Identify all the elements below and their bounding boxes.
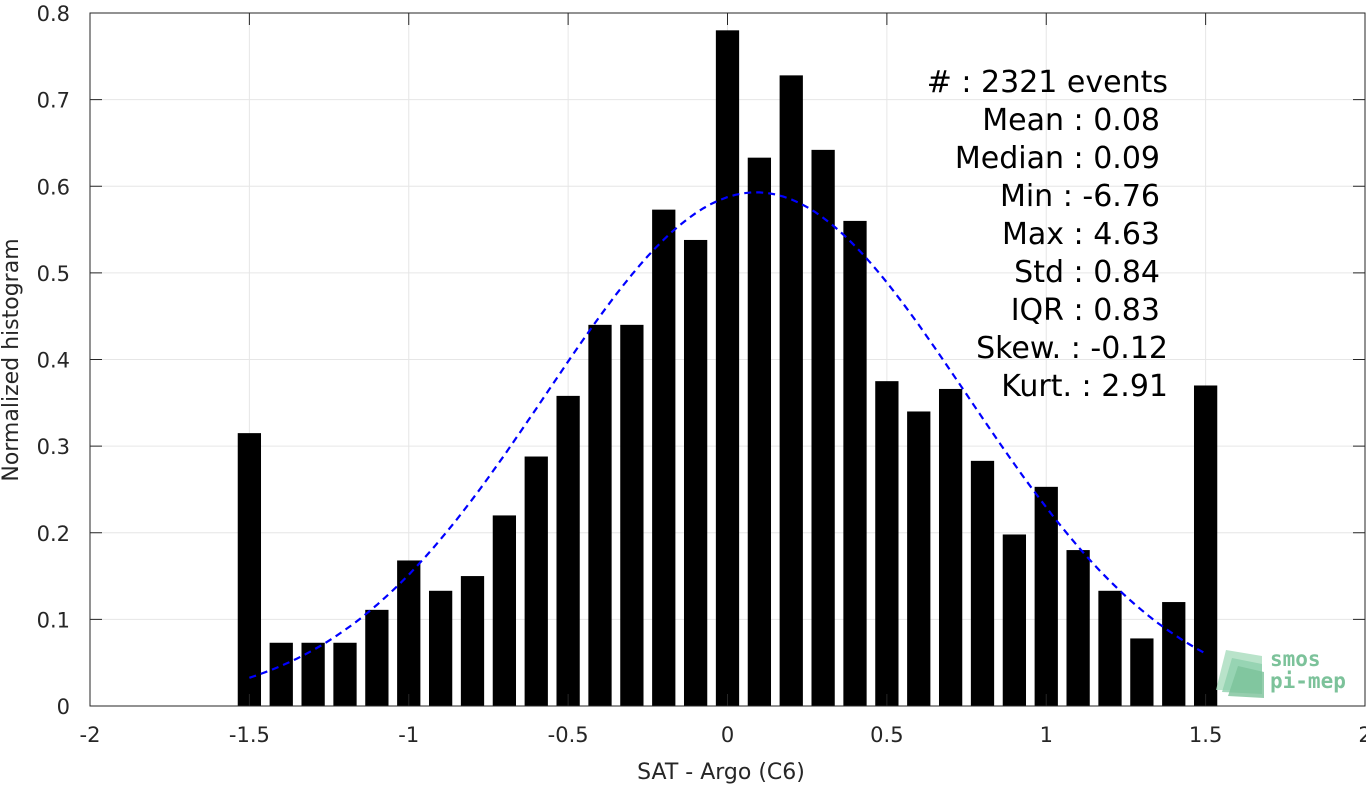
normal-fit-curve (249, 191, 1207, 679)
stat-line: Kurt. : 2.91 (1001, 369, 1168, 404)
logo-waves-icon (1216, 650, 1264, 698)
y-tick-label: 0.8 (37, 2, 70, 26)
histogram-bar (556, 395, 580, 706)
histogram-bar (333, 642, 357, 706)
histogram-bar (269, 642, 293, 706)
y-tick-label: 0.2 (37, 522, 70, 546)
histogram-bar (237, 433, 262, 706)
histogram-bar (811, 149, 835, 706)
x-tick-label: 0 (721, 723, 734, 747)
histogram-bar (1130, 638, 1154, 706)
x-axis-title: SAT - Argo (C6) (637, 760, 805, 785)
histogram-bar (1002, 534, 1027, 706)
x-tick-label: 2 (1358, 723, 1366, 747)
y-tick-label: 0.3 (37, 435, 70, 459)
logo-text-line2: pi-mep (1270, 669, 1346, 693)
y-tick-label: 0.1 (37, 608, 70, 632)
histogram-bar (301, 642, 325, 706)
histogram-bar (1098, 590, 1122, 706)
y-tick-labels: 0 0.1 0.2 0.3 0.4 0.5 0.6 0.7 0.8 (37, 2, 70, 719)
y-tick-label: 0 (57, 695, 70, 719)
stat-line: Max : 4.63 (1002, 217, 1160, 252)
y-tick-label: 0.4 (37, 349, 70, 373)
x-tick-label: 1.5 (1189, 723, 1222, 747)
histogram-bar (1034, 486, 1058, 706)
stat-line: # : 2321 events (927, 65, 1168, 100)
histogram-bar (428, 590, 453, 706)
stat-line: Median : 0.09 (955, 141, 1160, 176)
y-axis-title: Normalized histogram (0, 238, 24, 481)
stat-line: IQR : 0.83 (1011, 293, 1160, 328)
stat-line: Std : 0.84 (1014, 255, 1160, 290)
histogram-bar (938, 388, 963, 706)
x-tick-label: -2 (80, 723, 101, 747)
histogram-bar (715, 30, 740, 706)
histogram-bars (237, 30, 1218, 707)
histogram-bar (1162, 602, 1186, 706)
y-tick-label: 0.5 (37, 262, 70, 286)
x-tick-label: 0.5 (870, 723, 903, 747)
histogram-bar (907, 411, 931, 706)
x-tick-label: -0.5 (548, 723, 589, 747)
histogram-bar (1066, 550, 1090, 706)
axis-ticks (89, 12, 1366, 707)
y-tick-label: 0.7 (37, 89, 70, 113)
x-tick-labels: -2 -1.5 -1 -0.5 0 0.5 1 1.5 2 (80, 723, 1366, 747)
histogram-bar (779, 75, 803, 707)
stat-line: Min : -6.76 (1000, 179, 1160, 214)
stat-line: Skew. : -0.12 (976, 331, 1168, 366)
smos-pi-mep-logo: smos pi-mep (1216, 647, 1346, 698)
histogram-bar (460, 576, 485, 706)
histogram-bar (652, 209, 676, 707)
stat-line: Mean : 0.08 (982, 103, 1160, 138)
histogram-bar (620, 324, 644, 706)
histogram-bar (1193, 385, 1218, 706)
histogram-bar (588, 324, 612, 706)
histogram-bar (683, 239, 708, 706)
x-tick-label: 1 (1040, 723, 1053, 747)
histogram-bar (970, 460, 995, 706)
histogram-bar (747, 157, 772, 706)
histogram-bar (524, 456, 548, 706)
histogram-bar (397, 560, 421, 706)
histogram-bar (875, 381, 899, 706)
y-tick-label: 0.6 (37, 175, 70, 199)
histogram-bar (492, 515, 517, 706)
histogram-bar (365, 609, 389, 706)
logo-text-line1: smos (1270, 647, 1321, 671)
histogram-bar (843, 220, 867, 706)
x-tick-label: -1.5 (229, 723, 270, 747)
x-tick-label: -1 (398, 723, 419, 747)
